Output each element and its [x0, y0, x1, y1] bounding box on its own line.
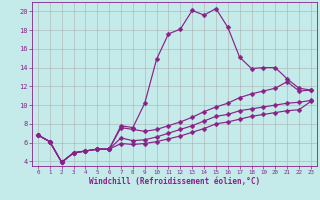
X-axis label: Windchill (Refroidissement éolien,°C): Windchill (Refroidissement éolien,°C)	[89, 177, 260, 186]
